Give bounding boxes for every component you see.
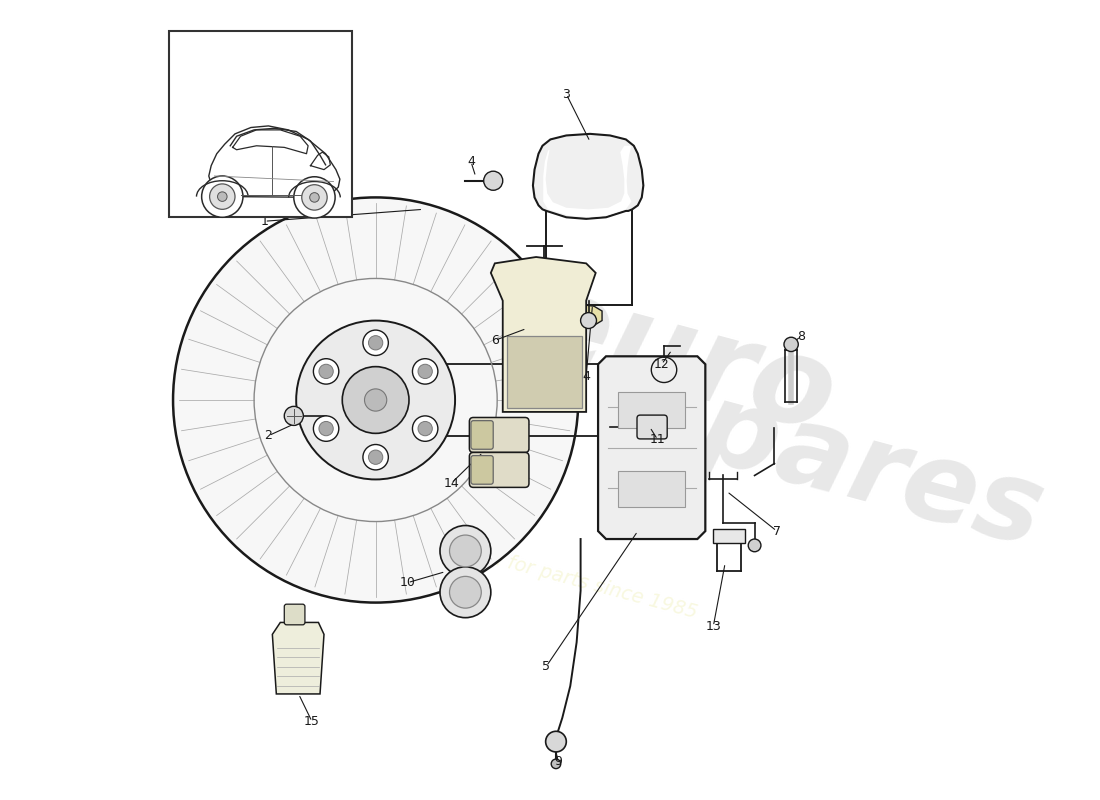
Circle shape	[310, 193, 319, 202]
Circle shape	[440, 567, 491, 618]
Circle shape	[418, 364, 432, 378]
Text: 11: 11	[650, 434, 666, 446]
Circle shape	[418, 422, 432, 436]
FancyBboxPatch shape	[470, 453, 529, 487]
Text: 5: 5	[542, 660, 550, 673]
Circle shape	[218, 192, 227, 202]
Text: 12: 12	[653, 358, 670, 370]
Text: 6: 6	[491, 334, 498, 347]
Text: spares: spares	[625, 358, 1056, 569]
FancyBboxPatch shape	[284, 604, 305, 625]
Circle shape	[368, 336, 383, 350]
Circle shape	[412, 416, 438, 442]
Text: 4: 4	[582, 370, 590, 382]
Bar	[618, 471, 685, 507]
Polygon shape	[562, 305, 602, 327]
Circle shape	[319, 364, 333, 378]
Bar	[507, 336, 582, 408]
Circle shape	[314, 416, 339, 442]
Circle shape	[748, 539, 761, 552]
Text: 13: 13	[705, 620, 722, 633]
Polygon shape	[598, 356, 705, 539]
Circle shape	[450, 535, 482, 567]
Text: 1: 1	[261, 214, 268, 228]
Circle shape	[484, 171, 503, 190]
Bar	[713, 529, 745, 543]
Text: 15: 15	[304, 715, 320, 728]
Text: 10: 10	[399, 576, 416, 590]
Circle shape	[440, 526, 491, 576]
Circle shape	[368, 450, 383, 464]
Circle shape	[342, 366, 409, 434]
Text: 9: 9	[554, 755, 562, 768]
Circle shape	[363, 445, 388, 470]
Text: 14: 14	[443, 477, 459, 490]
Circle shape	[581, 313, 596, 329]
Polygon shape	[491, 257, 596, 412]
Circle shape	[551, 759, 561, 769]
Bar	[169, 30, 352, 218]
Circle shape	[301, 185, 327, 210]
FancyBboxPatch shape	[471, 456, 493, 484]
Circle shape	[294, 177, 335, 218]
Text: 2: 2	[264, 430, 273, 442]
Circle shape	[546, 731, 566, 752]
Circle shape	[314, 358, 339, 384]
FancyBboxPatch shape	[637, 415, 668, 439]
Circle shape	[363, 330, 388, 355]
Circle shape	[364, 389, 387, 411]
Circle shape	[210, 184, 235, 210]
Text: 7: 7	[773, 525, 781, 538]
Circle shape	[784, 338, 799, 351]
Text: 4: 4	[468, 155, 475, 168]
Circle shape	[319, 422, 333, 436]
Text: a passion for parts since 1985: a passion for parts since 1985	[409, 527, 700, 622]
Circle shape	[201, 176, 243, 218]
Circle shape	[450, 576, 482, 608]
Text: 3: 3	[562, 88, 570, 101]
Circle shape	[284, 406, 304, 426]
Text: euro: euro	[515, 263, 848, 458]
Text: 8: 8	[796, 330, 805, 343]
FancyBboxPatch shape	[470, 418, 529, 453]
Circle shape	[173, 198, 579, 602]
Polygon shape	[543, 146, 631, 218]
Circle shape	[412, 358, 438, 384]
Bar	[618, 392, 685, 428]
Polygon shape	[273, 622, 324, 694]
Polygon shape	[532, 134, 644, 219]
Circle shape	[296, 321, 455, 479]
FancyBboxPatch shape	[471, 421, 493, 450]
